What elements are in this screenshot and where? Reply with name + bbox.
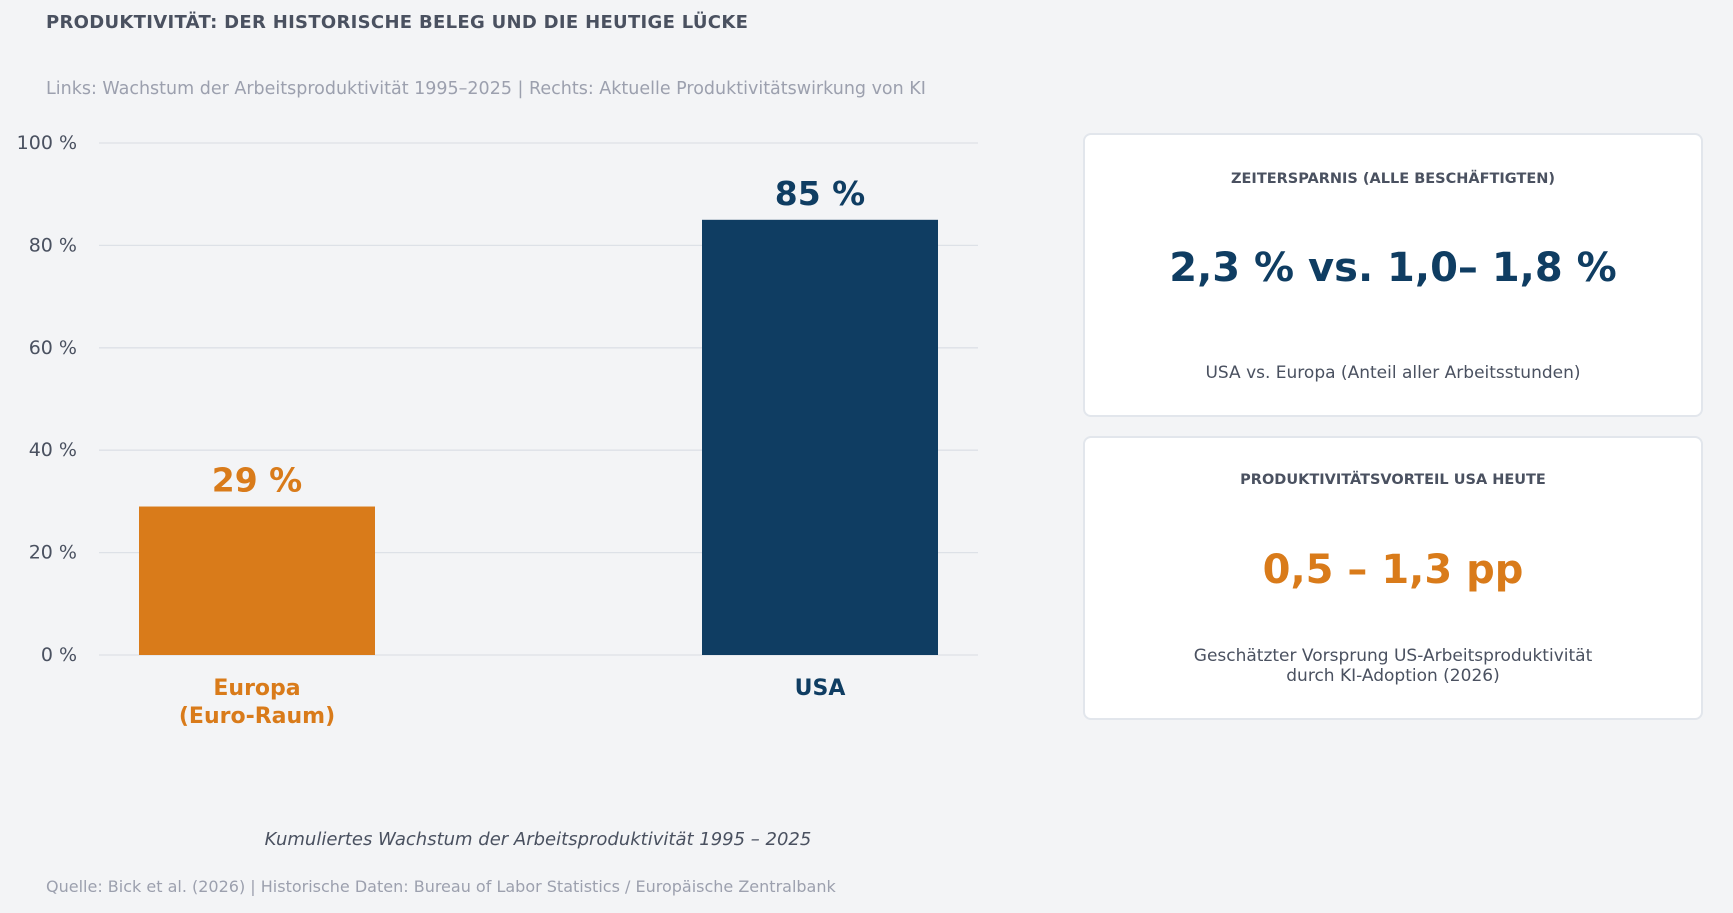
data-label: 85 %: [775, 174, 865, 213]
bar-chart: 0 % 20 % 40 % 60 % 80 % 100 % 29 % Europa (Euro-…: [17, 132, 978, 729]
y-tick-label: 20 %: [29, 542, 77, 564]
y-tick-label: 0 %: [41, 644, 77, 666]
y-tick-label: 40 %: [29, 439, 77, 461]
card-value: 2,3 % vs. 1,0– 1,8 %: [1169, 245, 1617, 291]
card-subtitle: USA vs. Europa (Anteil aller Arbeitsstun…: [1205, 363, 1581, 383]
y-tick-label: 60 %: [29, 337, 77, 359]
x-axis-label: Kumuliertes Wachstum der Arbeitsprodukti…: [264, 829, 812, 850]
bar-europe: [139, 506, 375, 655]
productivity-advantage-card: PRODUKTIVITÄTSVORTEIL USA HEUTE 0,5 – 1,…: [1083, 436, 1703, 720]
card-title: PRODUKTIVITÄTSVORTEIL USA HEUTE: [1240, 472, 1546, 488]
bar-usa: [702, 219, 938, 656]
data-label: 29 %: [212, 461, 302, 500]
x-tick-label: Europa: [213, 676, 300, 701]
card-value: 0,5 – 1,3 pp: [1262, 547, 1524, 593]
x-tick-label: USA: [795, 676, 846, 701]
x-tick-label: (Euro-Raum): [179, 704, 335, 729]
y-tick-label: 80 %: [29, 234, 77, 256]
page-subtitle: Links: Wachstum der Arbeitsproduktivität…: [46, 79, 926, 99]
source-note: Quelle: Bick et al. (2026) | Historische…: [46, 877, 836, 896]
y-tick-label: 100 %: [17, 132, 77, 154]
time-savings-card: ZEITERSPARNIS (ALLE BESCHÄFTIGTEN) 2,3 %…: [1083, 133, 1703, 417]
page-title: PRODUKTIVITÄT: DER HISTORISCHE BELEG UND…: [46, 12, 749, 33]
card-subtitle: Geschätzter Vorsprung US-Arbeitsprodukti…: [1193, 646, 1593, 686]
card-title: ZEITERSPARNIS (ALLE BESCHÄFTIGTEN): [1231, 171, 1555, 187]
